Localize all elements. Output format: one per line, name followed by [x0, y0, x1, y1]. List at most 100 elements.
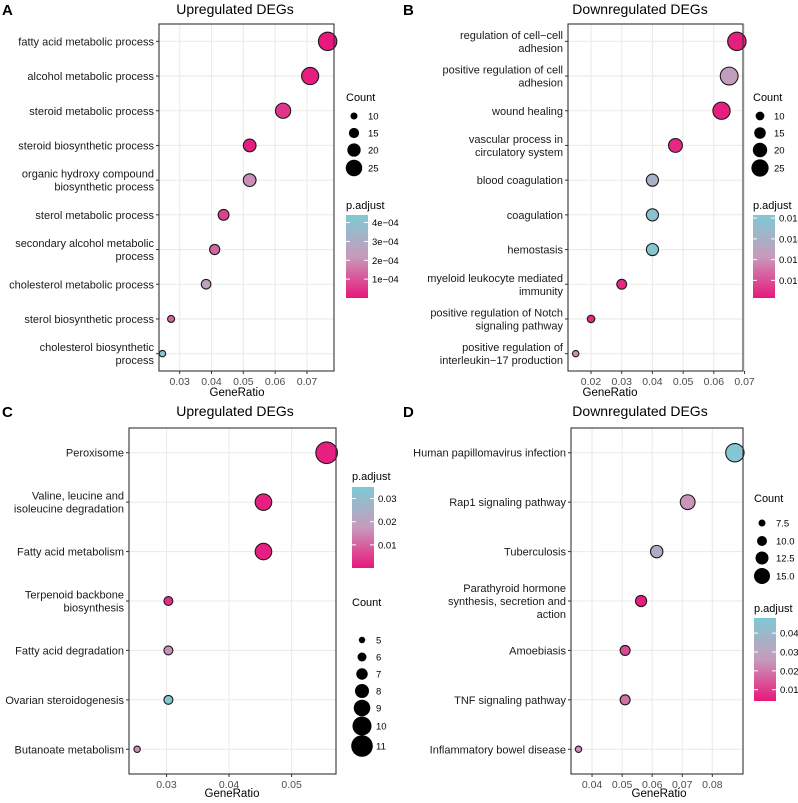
x-tick-labels: 0.02 0.03 0.04 0.05 0.06 0.07 [581, 376, 755, 388]
data-point [619, 694, 631, 706]
panel-letter: D [403, 404, 414, 421]
category-label: secondary alcohol metabolic process [15, 238, 154, 263]
category-label: organic hydroxy compound biosynthetic pro… [22, 169, 155, 194]
color-legend-label: 0.03 [378, 494, 397, 505]
color-legend-label: 0.04 [780, 629, 798, 640]
x-tick-label: 0.07 [734, 376, 755, 388]
category-label: hemostasis [507, 245, 563, 257]
data-point [274, 102, 292, 119]
x-tick-labels: 0.03 0.04 0.05 [156, 779, 302, 791]
data-point [163, 694, 174, 705]
category-label: wound healing [491, 106, 563, 118]
size-legend-key [757, 536, 767, 546]
size-legend-key [358, 636, 366, 644]
category-label: TNF signaling pathway [454, 695, 566, 707]
panel-b: B Downregulated DEGs regulation of cell−… [403, 1, 798, 399]
size-legend-label: 11 [376, 742, 386, 753]
x-tick-label: 0.05 [233, 376, 254, 388]
x-tick-label: 0.04 [582, 779, 603, 791]
category-label: blood coagulation [477, 175, 563, 187]
panel-letter: A [2, 2, 13, 19]
category-labels: fatty acid metabolic process alcohol meta… [9, 36, 154, 367]
size-legend-key [754, 568, 770, 584]
category-label: Fatty acid degradation [15, 645, 124, 657]
color-legend-label: 0.01 [378, 540, 397, 551]
plot-frame [156, 23, 335, 374]
size-legend-key [751, 159, 769, 177]
panel-letter: C [2, 404, 13, 421]
color-legend-label: 0.02 [780, 666, 798, 677]
panel-d: D Downregulated DEGs Human papillomaviru… [403, 403, 798, 800]
color-legend-title: p.adjust [754, 603, 793, 615]
category-label: regulation of cell−cell adhesion [460, 30, 563, 55]
color-legend-label: 0.014 [779, 234, 798, 245]
size-legend-key [348, 127, 360, 139]
size-legend-label: 10.0 [776, 537, 795, 548]
x-tick-label: 0.03 [169, 376, 190, 388]
color-legend: p.adjust 0.010 0.012 0.014 0.016 [753, 200, 798, 298]
data-point [667, 137, 683, 153]
category-label: positive regulation of Notch signaling pa… [430, 307, 563, 332]
data-points [133, 441, 338, 754]
color-legend: p.adjust 0.01 0.02 0.03 [352, 471, 397, 568]
category-label: Parathyroid hormone synthesis, secretion … [448, 583, 566, 621]
size-legend-key [755, 551, 769, 565]
color-legend-label: 1e−04 [372, 275, 399, 286]
x-tick-label: 0.07 [672, 779, 693, 791]
size-legend-label: 20 [774, 146, 785, 157]
color-legend-label: 2e−04 [372, 256, 399, 267]
category-label: Butanoate metabolism [15, 744, 124, 756]
size-legend-label: 15 [774, 129, 785, 140]
size-legend: Count 5 6 7 8 9 10 11 [351, 597, 387, 757]
color-legend-title: p.adjust [346, 200, 385, 212]
category-label: steroid metabolic process [29, 106, 154, 118]
chart-title: Downregulated DEGs [572, 1, 707, 17]
size-legend-key [351, 735, 373, 757]
chart-title: Upregulated DEGs [176, 403, 294, 419]
x-tick-label: 0.05 [673, 376, 694, 388]
x-tick-label: 0.03 [156, 779, 177, 791]
color-legend-title: p.adjust [753, 200, 792, 212]
size-legend-key [350, 112, 358, 120]
size-legend-label: 5 [376, 636, 381, 647]
data-point [167, 314, 176, 324]
color-legend-label: 0.01 [780, 685, 798, 696]
size-legend: Count 7.5 10.0 12.5 15.0 [754, 493, 795, 584]
x-tick-label: 0.06 [642, 779, 663, 791]
size-legend-key [758, 519, 766, 527]
size-legend-label: 10 [368, 112, 379, 123]
color-legend-label: 4e−04 [372, 218, 399, 229]
size-legend-title: Count [346, 92, 375, 104]
color-legend-title: p.adjust [352, 471, 391, 483]
data-point [163, 595, 174, 607]
chart-title: Upregulated DEGs [176, 1, 294, 17]
size-legend-key [755, 111, 765, 121]
data-point [200, 278, 212, 290]
x-tick-label: 0.03 [612, 376, 633, 388]
category-labels: Peroxisome Valine, leucine and isoleucine … [5, 448, 124, 757]
size-legend-label: 8 [376, 687, 381, 698]
x-axis-title: GeneRatio [205, 788, 260, 800]
data-point [163, 645, 174, 656]
category-label: Peroxisome [66, 448, 124, 460]
size-legend-label: 10 [376, 722, 387, 733]
data-point [158, 349, 167, 358]
x-tick-label: 0.04 [219, 779, 240, 791]
size-legend-key [357, 652, 367, 662]
x-tick-label: 0.07 [297, 376, 318, 388]
category-label: coagulation [507, 210, 563, 222]
color-legend: p.adjust 1e−04 2e−04 3e−04 4e−04 [346, 200, 399, 298]
size-legend: Count 10 15 20 25 [345, 92, 379, 177]
x-tick-labels: 0.04 0.05 0.06 0.07 0.08 [582, 779, 723, 791]
category-label: positive regulation of cell adhesion [443, 65, 563, 90]
x-tick-label: 0.04 [642, 376, 663, 388]
data-point [649, 544, 664, 559]
data-points [158, 31, 338, 358]
color-legend: p.adjust 0.01 0.02 0.03 0.04 [754, 603, 798, 701]
category-label: alcohol metabolic process [27, 71, 154, 83]
plot-border [567, 23, 744, 372]
size-legend-label: 20 [368, 146, 379, 157]
data-point [586, 314, 596, 324]
category-label: Fatty acid metabolism [17, 547, 124, 559]
